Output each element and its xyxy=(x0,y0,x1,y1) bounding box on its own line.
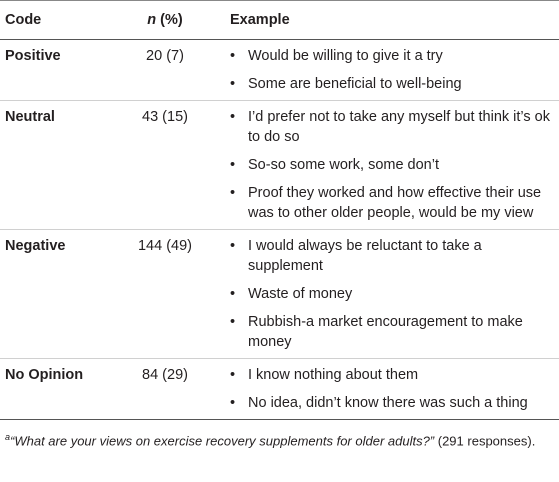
example-item: I would always be reluctant to take a su… xyxy=(230,236,554,276)
example-list: Would be willing to give it a try Some ar… xyxy=(230,46,554,94)
example-cell: I know nothing about them No idea, didn’t… xyxy=(220,358,559,420)
example-item: So-so some work, some don’t xyxy=(230,155,554,175)
example-cell: I would always be reluctant to take a su… xyxy=(220,229,559,359)
example-item: I’d prefer not to take any myself but th… xyxy=(230,107,554,147)
example-item: I know nothing about them xyxy=(230,365,554,385)
example-list: I know nothing about them No idea, didn’t… xyxy=(230,365,554,413)
example-item: Some are beneficial to well-being xyxy=(230,74,554,94)
n-cell: 20 (7) xyxy=(110,39,220,101)
code-cell: No Opinion xyxy=(0,358,110,420)
footnote: a“What are your views on exercise recove… xyxy=(0,420,559,450)
footnote-marker: a xyxy=(5,432,11,442)
header-cell: Code xyxy=(0,0,110,40)
example-item: Proof they worked and how effective thei… xyxy=(230,183,554,223)
example-list: I’d prefer not to take any myself but th… xyxy=(230,107,554,223)
header-text: (%) xyxy=(156,12,183,28)
footnote-question: “What are your views on exercise recover… xyxy=(10,433,435,449)
header-text: n xyxy=(147,12,157,28)
example-item: Waste of money xyxy=(230,284,554,304)
header-cell: n (%) xyxy=(110,0,220,40)
code-cell: Neutral xyxy=(0,100,110,230)
code-cell: Positive xyxy=(0,39,110,101)
n-cell: 144 (49) xyxy=(110,229,220,359)
header-row: Code n (%) Example xyxy=(0,0,559,40)
n-cell: 84 (29) xyxy=(110,358,220,420)
footnote-text: (291 responses). xyxy=(434,433,536,449)
example-cell: I’d prefer not to take any myself but th… xyxy=(220,100,559,230)
code-cell: Negative xyxy=(0,229,110,359)
example-item: Rubbish-a market encouragement to make m… xyxy=(230,312,554,352)
header-cell: Example xyxy=(220,0,559,40)
example-cell: Would be willing to give it a try Some ar… xyxy=(220,39,559,101)
example-list: I would always be reluctant to take a su… xyxy=(230,236,554,352)
n-cell: 43 (15) xyxy=(110,100,220,230)
example-item: No idea, didn’t know there was such a th… xyxy=(230,393,554,413)
example-item: Would be willing to give it a try xyxy=(230,46,554,66)
